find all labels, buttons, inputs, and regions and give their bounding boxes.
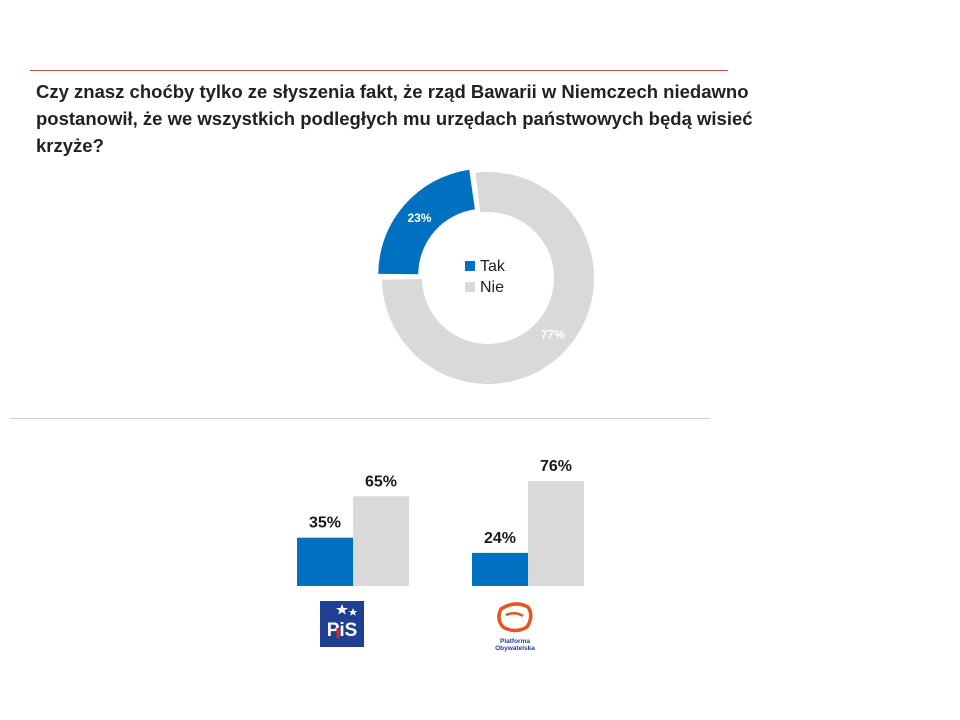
bar-label-nie-po: 76% [540,458,572,475]
bar-tak-po [472,552,528,586]
bar-label-tak-pis: 35% [309,515,341,532]
pis-logo: PiS [320,601,364,647]
legend-label-nie: Nie [480,279,504,296]
po-logo: Platforma Obywatelska [495,602,535,652]
legend-swatch-tak [465,261,475,271]
po-logo-line1: Platforma [500,638,530,645]
donut-label-nie: 77% [541,328,565,342]
legend-swatch-nie [465,282,475,292]
survey-question: Czy znasz choćby tylko ze słyszenia fakt… [36,81,753,156]
donut-chart: 23% 77% Tak Nie [378,169,594,385]
top-rule [30,70,728,71]
pis-logo-text: PiS [327,620,358,641]
bar-label-tak-po: 24% [484,530,516,547]
bar-label-nie-pis: 65% [365,473,397,490]
section-divider [10,418,710,419]
bar-tak-pis [297,537,353,586]
donut-slice-tak [378,169,475,275]
bar-nie-po [528,481,584,586]
bar-nie-pis [353,496,409,586]
po-logo-line2: Obywatelska [495,645,535,652]
party-bar-chart: 35% 65% 24% 76% [297,458,584,586]
donut-label-tak: 23% [407,211,431,225]
donut-slice-nie [382,172,594,385]
legend-label-tak: Tak [480,258,506,275]
